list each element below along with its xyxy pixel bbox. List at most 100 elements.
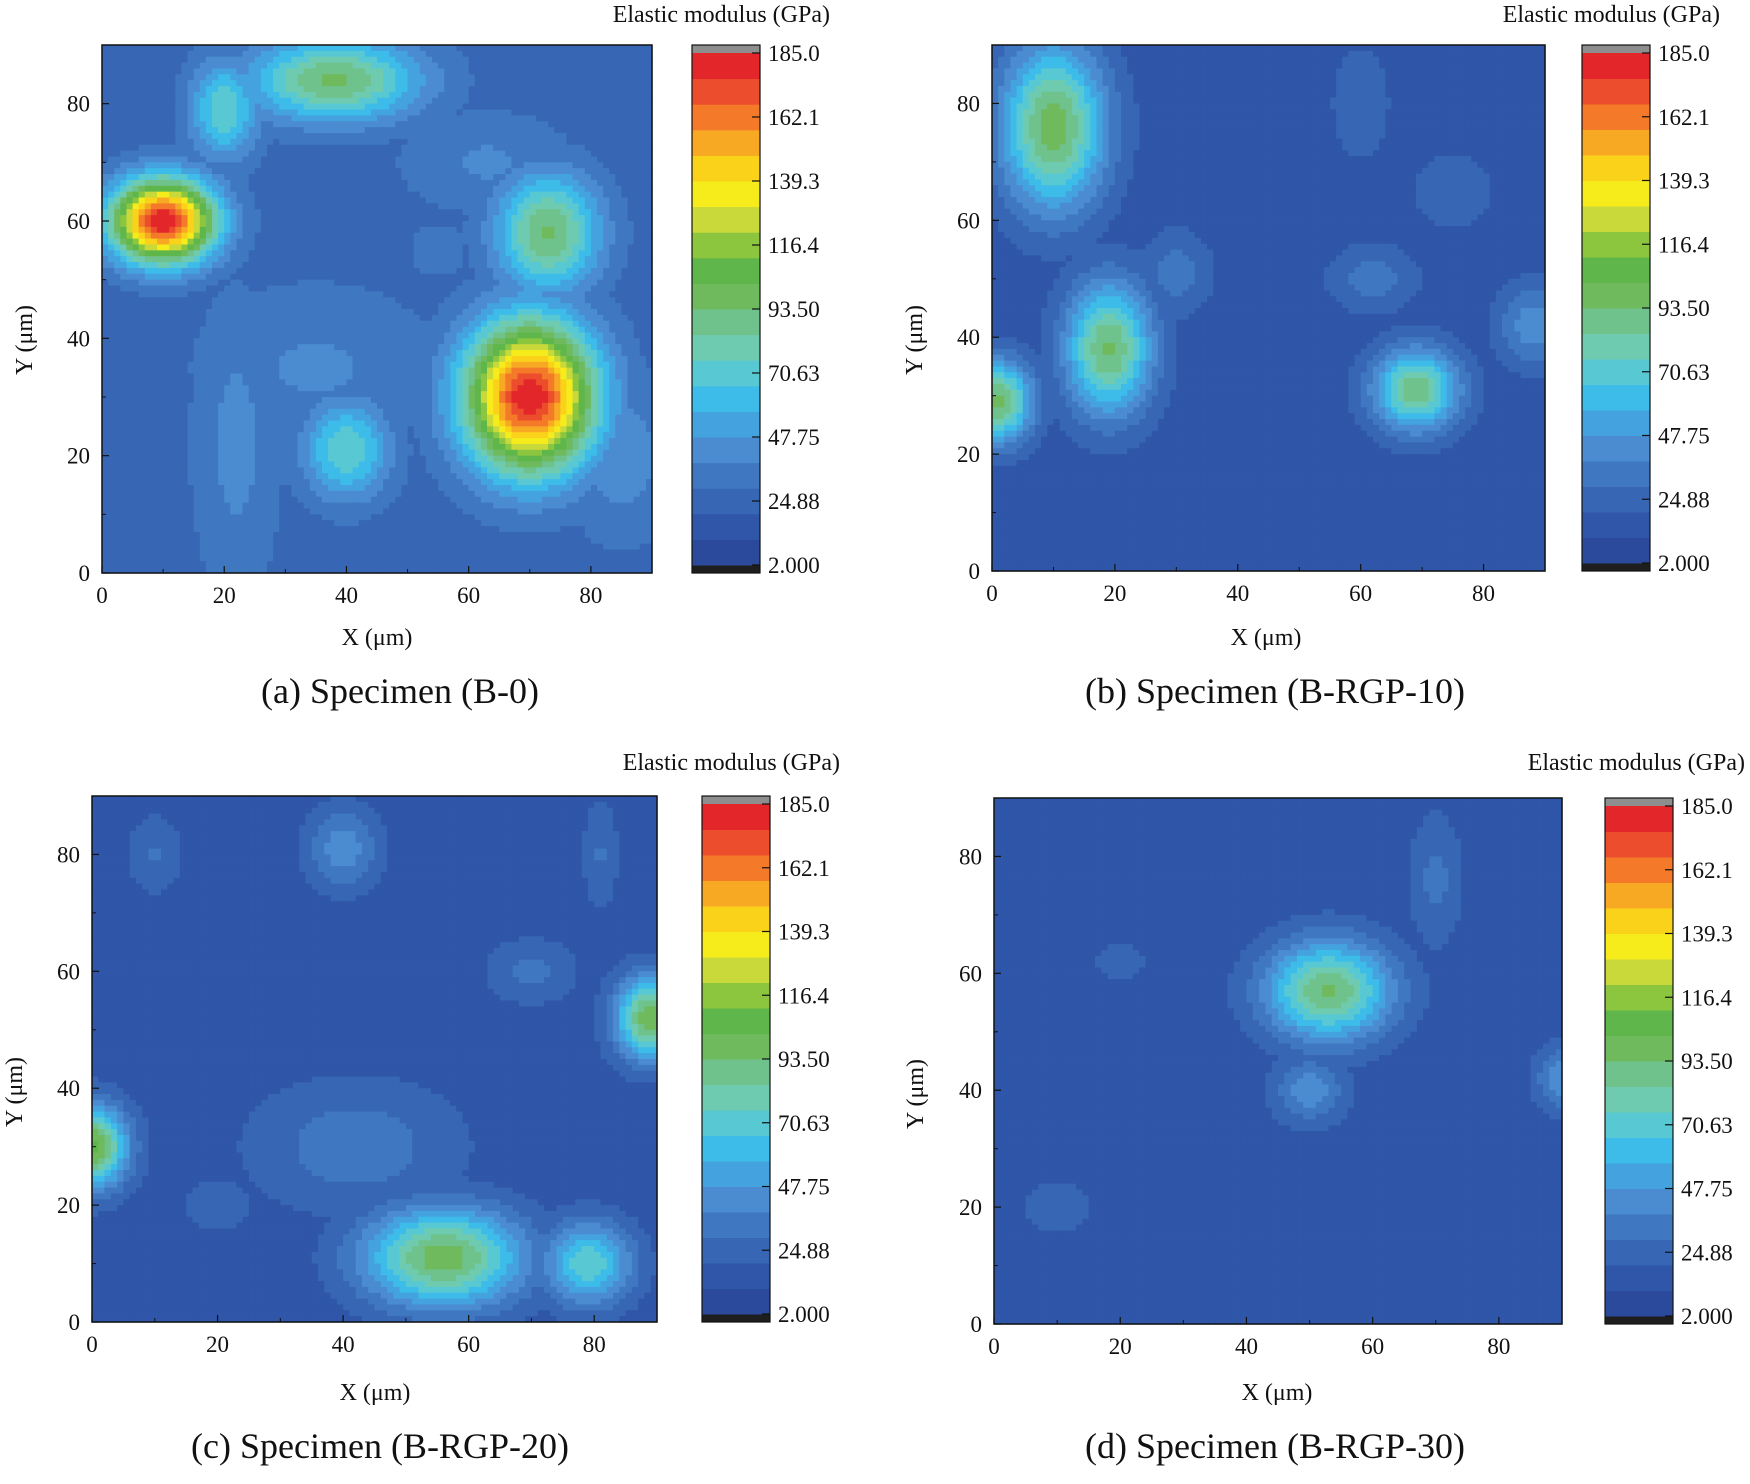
heatmap-cell: [169, 103, 176, 111]
heatmap-cell: [120, 350, 128, 357]
heatmap-cell: [370, 221, 378, 228]
heatmap-cell: [102, 320, 109, 328]
heatmap-cell: [603, 326, 610, 334]
heatmap-cell: [224, 267, 231, 275]
heatmap-cell: [254, 209, 262, 216]
heatmap-cell: [138, 226, 146, 234]
heatmap-cell: [548, 185, 555, 193]
heatmap-cell: [279, 109, 286, 116]
heatmap-cell: [322, 103, 329, 111]
heatmap-cell: [175, 256, 183, 263]
heatmap-cell: [181, 320, 189, 328]
heatmap-cell: [432, 80, 439, 87]
heatmap-cell: [438, 74, 445, 81]
heatmap-cell: [529, 273, 537, 281]
heatmap-cell: [633, 238, 641, 246]
heatmap-cell: [474, 250, 482, 257]
heatmap-cell: [511, 226, 519, 234]
heatmap-cell: [248, 191, 256, 199]
heatmap-cell: [212, 303, 219, 310]
heatmap-cell: [639, 244, 647, 251]
heatmap-cell: [102, 332, 109, 339]
heatmap-cell: [597, 56, 604, 64]
heatmap-cell: [273, 168, 280, 175]
heatmap-cell: [291, 273, 299, 281]
heatmap-cell: [493, 162, 500, 169]
heatmap-cell: [254, 226, 262, 234]
heatmap-cell: [444, 162, 451, 169]
heatmap-cell: [199, 297, 207, 304]
heatmap-cell: [487, 326, 494, 334]
heatmap-cell: [505, 68, 513, 75]
heatmap-cell: [474, 115, 482, 122]
heatmap-cell: [352, 314, 360, 322]
heatmap-cell: [529, 133, 537, 140]
heatmap-cell: [309, 86, 317, 93]
heatmap-cell: [273, 303, 280, 310]
heatmap-cell: [511, 121, 519, 128]
heatmap-cell: [273, 203, 280, 210]
heatmap-cell: [462, 144, 470, 152]
heatmap-cell: [273, 273, 280, 281]
heatmap-cell: [444, 232, 451, 240]
heatmap-cell: [456, 267, 464, 275]
heatmap-cell: [114, 150, 121, 158]
heatmap-cell: [144, 115, 152, 122]
heatmap-cell: [199, 285, 207, 292]
heatmap-cell: [248, 103, 256, 111]
heatmap-cell: [150, 303, 158, 310]
heatmap-cell: [438, 267, 445, 275]
heatmap-cell: [193, 309, 201, 316]
heatmap-cell: [499, 97, 506, 105]
heatmap-cell: [242, 144, 250, 152]
heatmap-cell: [572, 273, 580, 281]
heatmap-cell: [212, 344, 219, 351]
heatmap-cell: [627, 191, 635, 199]
heatmap-cell: [126, 256, 134, 263]
heatmap-cell: [340, 138, 348, 146]
heatmap-cell: [542, 127, 549, 134]
heatmap-cell: [389, 361, 396, 369]
heatmap-cell: [254, 297, 262, 304]
heatmap-cell: [572, 250, 580, 257]
heatmap-cell: [260, 297, 268, 304]
heatmap-cell: [102, 355, 109, 363]
heatmap-cell: [389, 297, 396, 304]
heatmap-cell: [462, 74, 470, 81]
heatmap-cell: [193, 303, 201, 310]
heatmap-cell: [260, 256, 268, 263]
heatmap-cell: [645, 267, 653, 275]
heatmap-cell: [108, 68, 115, 75]
heatmap-cell: [419, 103, 427, 111]
heatmap-cell: [505, 156, 513, 163]
heatmap-cell: [346, 297, 354, 304]
heatmap-cell: [248, 250, 256, 257]
heatmap-cell: [297, 291, 305, 298]
heatmap-cell: [627, 338, 635, 345]
heatmap-cell: [169, 309, 176, 316]
heatmap-cell: [487, 185, 494, 193]
heatmap-cell: [205, 97, 213, 105]
heatmap-cell: [291, 238, 299, 246]
heatmap-cell: [432, 103, 439, 111]
heatmap-cell: [224, 191, 231, 199]
heatmap-cell: [627, 197, 635, 204]
heatmap-cell: [432, 185, 439, 193]
heatmap-cell: [609, 121, 616, 128]
heatmap-cell: [254, 326, 262, 334]
heatmap-cell: [291, 267, 299, 275]
heatmap-cell: [444, 297, 451, 304]
heatmap-cell: [450, 109, 458, 116]
heatmap-cell: [358, 221, 366, 228]
heatmap-cell: [187, 203, 195, 210]
heatmap-cell: [242, 367, 250, 375]
heatmap-cell: [560, 127, 568, 134]
heatmap-cell: [260, 62, 268, 70]
heatmap-cell: [395, 86, 403, 93]
heatmap-cell: [352, 355, 360, 363]
heatmap-cell: [346, 91, 354, 99]
heatmap-cell: [474, 209, 482, 216]
heatmap-cell: [523, 297, 531, 304]
heatmap-cell: [328, 97, 335, 105]
heatmap-cell: [523, 320, 531, 328]
